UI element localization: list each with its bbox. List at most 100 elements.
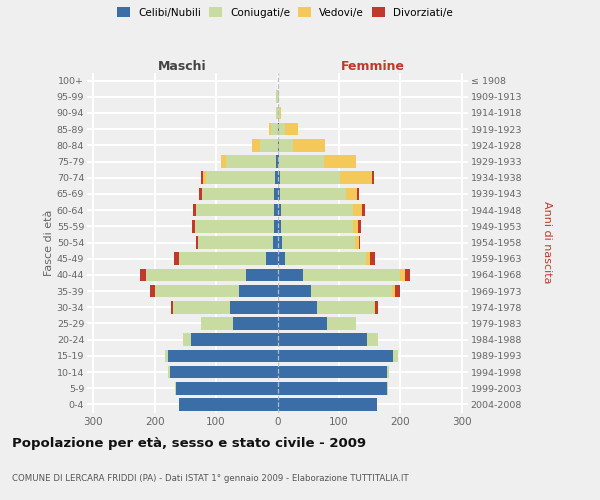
Bar xyxy=(406,268,410,281)
Bar xyxy=(230,301,277,314)
Bar xyxy=(280,106,281,120)
Bar xyxy=(196,236,197,249)
Y-axis label: Anni di nascita: Anni di nascita xyxy=(542,201,552,283)
Bar xyxy=(193,204,196,216)
Bar xyxy=(375,301,378,314)
Text: Maschi: Maschi xyxy=(158,60,206,73)
Bar xyxy=(277,285,311,298)
Bar xyxy=(239,285,277,298)
Bar xyxy=(277,106,280,120)
Bar xyxy=(226,155,276,168)
Bar xyxy=(387,382,388,394)
Bar xyxy=(277,252,285,265)
Bar xyxy=(179,398,277,410)
Bar xyxy=(277,366,387,378)
Bar xyxy=(274,188,277,200)
Bar xyxy=(281,204,353,216)
Bar xyxy=(311,285,392,298)
Bar xyxy=(355,236,359,249)
Bar xyxy=(275,106,277,120)
Bar xyxy=(392,285,395,298)
Bar xyxy=(387,366,389,378)
Bar xyxy=(192,220,195,232)
Bar xyxy=(285,252,366,265)
Bar xyxy=(359,236,361,249)
Text: COMUNE DI LERCARA FRIDDI (PA) - Dati ISTAT 1° gennaio 2009 - Elaborazione TUTTIT: COMUNE DI LERCARA FRIDDI (PA) - Dati IST… xyxy=(12,474,409,483)
Bar xyxy=(251,139,260,151)
Bar xyxy=(277,398,377,410)
Bar xyxy=(285,123,298,136)
Bar xyxy=(221,155,226,168)
Bar xyxy=(277,236,283,249)
Bar xyxy=(280,172,340,184)
Bar xyxy=(366,252,370,265)
Bar xyxy=(171,301,173,314)
Bar xyxy=(146,268,245,281)
Bar xyxy=(304,268,400,281)
Bar xyxy=(370,252,374,265)
Bar xyxy=(293,139,325,151)
Bar xyxy=(372,172,374,184)
Bar xyxy=(269,123,271,136)
Bar xyxy=(280,188,346,200)
Bar xyxy=(340,172,372,184)
Bar xyxy=(276,90,277,103)
Bar xyxy=(277,204,281,216)
Bar xyxy=(191,334,277,346)
Bar xyxy=(173,301,230,314)
Bar xyxy=(279,139,293,151)
Bar xyxy=(170,366,277,378)
Bar xyxy=(346,188,358,200)
Bar xyxy=(362,204,365,216)
Bar xyxy=(326,317,356,330)
Bar xyxy=(199,188,202,200)
Bar xyxy=(183,334,191,346)
Bar xyxy=(202,317,233,330)
Bar xyxy=(277,172,280,184)
Bar xyxy=(233,317,277,330)
Y-axis label: Fasce di età: Fasce di età xyxy=(44,210,54,276)
Bar xyxy=(260,139,277,151)
Bar xyxy=(276,155,277,168)
Bar xyxy=(400,268,406,281)
Bar xyxy=(179,252,266,265)
Bar xyxy=(245,268,277,281)
Bar xyxy=(275,172,277,184)
Bar xyxy=(165,350,168,362)
Text: Femmine: Femmine xyxy=(341,60,405,73)
Bar xyxy=(200,172,203,184)
Bar xyxy=(175,382,176,394)
Bar xyxy=(168,366,170,378)
Bar xyxy=(277,220,281,232)
Bar xyxy=(274,220,277,232)
Text: Popolazione per età, sesso e stato civile - 2009: Popolazione per età, sesso e stato civil… xyxy=(12,438,366,450)
Bar xyxy=(274,204,277,216)
Bar xyxy=(277,350,393,362)
Bar xyxy=(277,90,279,103)
Bar xyxy=(277,188,280,200)
Bar xyxy=(393,350,398,362)
Bar xyxy=(358,220,361,232)
Bar xyxy=(317,301,374,314)
Bar xyxy=(272,236,277,249)
Bar xyxy=(266,252,277,265)
Bar xyxy=(206,172,275,184)
Bar xyxy=(353,220,358,232)
Bar xyxy=(277,382,387,394)
Bar xyxy=(277,155,280,168)
Bar xyxy=(323,155,356,168)
Bar xyxy=(281,220,353,232)
Bar xyxy=(367,334,377,346)
Bar xyxy=(283,236,355,249)
Bar xyxy=(277,123,279,136)
Bar xyxy=(277,268,304,281)
Bar xyxy=(176,382,277,394)
Legend: Celibi/Nubili, Coniugati/e, Vedovi/e, Divorziati/e: Celibi/Nubili, Coniugati/e, Vedovi/e, Di… xyxy=(115,5,455,20)
Bar xyxy=(374,301,375,314)
Bar xyxy=(280,155,323,168)
Bar xyxy=(277,301,317,314)
Bar xyxy=(279,123,285,136)
Bar xyxy=(203,172,206,184)
Bar xyxy=(279,90,280,103)
Bar xyxy=(168,350,277,362)
